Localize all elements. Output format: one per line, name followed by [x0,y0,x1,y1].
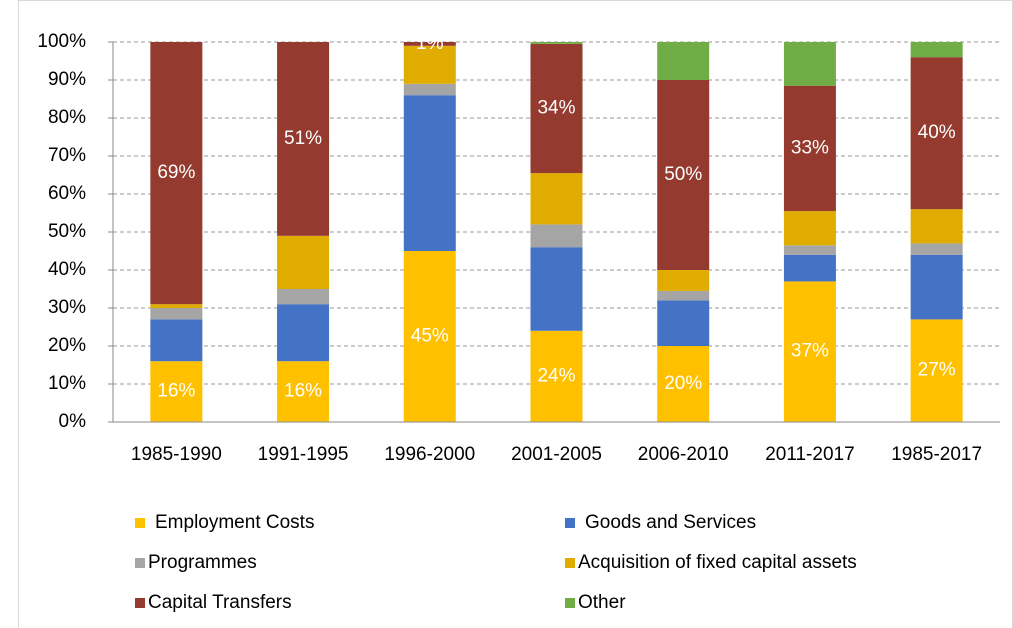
bar-segment [783,211,836,246]
data-label: 50% [664,164,702,185]
x-tick-label: 2001-2005 [511,444,602,465]
bar-segment [657,346,710,422]
legend-label: Programmes [148,552,257,573]
y-tick-label: 0% [59,411,87,432]
data-label: 45% [411,326,449,347]
bar-segment [277,361,330,422]
bar-segment [150,308,203,320]
bar-segment [910,254,963,320]
bar-segment [150,319,203,362]
x-tick-label: 2011-2017 [765,444,854,465]
bar-segment [403,95,456,251]
legend-label: Capital Transfers [148,592,292,613]
y-tick-label: 30% [48,297,86,318]
data-label: 34% [537,98,575,119]
bar-segment [783,281,836,422]
y-tick-label: 40% [48,259,86,280]
bar-segment [277,235,330,289]
bar-segment [277,289,330,305]
y-tick-label: 90% [48,69,86,90]
bar-segment [657,290,710,301]
bar-segment [657,270,710,291]
bar-segment [277,42,330,236]
bar-segment [530,173,583,225]
bar-segment [530,330,583,422]
legend-swatch [565,558,575,568]
bar-segment [530,42,583,44]
y-tick-label: 100% [37,31,86,52]
y-tick-label: 10% [48,373,86,394]
bar-segment [403,45,456,84]
legend-swatch [135,558,145,568]
bar-segment [403,42,456,46]
bar-segment [530,247,583,331]
legend-swatch [135,598,145,608]
x-tick-label: 1996-2000 [384,444,475,465]
legend-swatch [565,518,575,528]
y-tick-label: 60% [48,183,86,204]
y-tick-label: 80% [48,107,86,128]
legend-swatch [135,518,145,528]
bar-segment [910,209,963,244]
data-label: 1% [416,33,444,54]
data-label: 33% [791,137,829,158]
x-tick-label: 1985-1990 [131,444,222,465]
bar-segment [403,251,456,422]
data-label: 16% [157,381,195,402]
data-label: 24% [537,365,575,386]
bar-segment [783,42,836,86]
data-label: 37% [791,341,829,362]
y-tick-label: 20% [48,335,86,356]
y-tick-label: 70% [48,145,86,166]
bar-segment [783,245,836,255]
bar-segment [150,304,203,308]
bar-segment [657,42,710,80]
data-label: 16% [284,381,322,402]
data-label: 40% [918,122,956,143]
data-label: 20% [664,373,702,394]
legend-label: Acquisition of fixed capital assets [578,552,857,573]
x-tick-label: 1991-1995 [258,444,349,465]
bar-segment [783,254,836,282]
legend-swatch [565,598,575,608]
x-tick-label: 2006-2010 [638,444,729,465]
x-tick-label: 1985-2017 [891,444,982,465]
bar-segment [530,43,583,174]
bar-segment [657,300,710,346]
bar-segment [530,224,583,248]
bar-segment [910,57,963,210]
legend-label: Goods and Services [585,512,756,533]
bar-segment [277,304,330,362]
bar-segment [910,42,963,58]
y-tick-label: 50% [48,221,86,242]
bar-segment [403,83,456,96]
legend-label: Other [578,592,626,613]
bar-segment [150,42,203,305]
bar-segment [150,361,203,422]
bar-segment [783,85,836,212]
legend-label: Employment Costs [155,512,314,533]
bar-segment [657,80,710,270]
data-label: 51% [284,128,322,149]
bar-segment [910,319,963,422]
data-label: 27% [918,360,956,381]
bar-segment [910,243,963,255]
data-label: 69% [157,162,195,183]
